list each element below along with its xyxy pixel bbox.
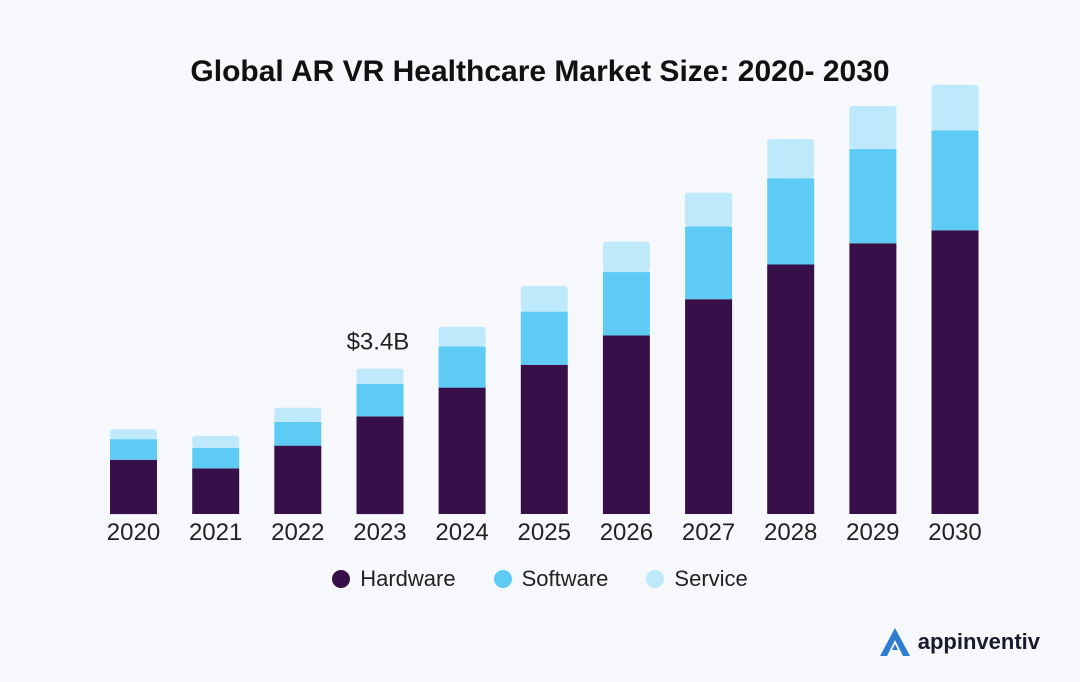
bar-service-2024 [438,326,486,347]
bar-software-2020 [110,439,157,460]
x-tick-label-2027: 2027 [682,519,735,546]
appinventiv-logo-icon [879,628,910,656]
legend-label-hardware: Hardware [360,566,456,591]
x-tick-label-2024: 2024 [435,519,488,546]
bar-software-2022 [274,421,322,446]
bar-service-2028 [767,139,815,179]
x-tick-label-2030: 2030 [928,519,981,546]
legend-item-hardware: Hardware [332,566,456,592]
bar-service-2022 [274,407,322,422]
legend-item-service: Service [646,566,748,592]
bar-hardware-2028 [767,264,815,514]
legend-swatch-service [646,570,665,588]
bar-hardware-2024 [438,387,486,514]
bar-hardware-2027 [685,299,733,514]
bar-hardware-2021 [192,468,240,514]
stacked-bar-chart: 2020 2021 2022 2023 $3.4B 2024 2025 2026 2027 202… [107,84,982,546]
x-tick-label-2025: 2025 [518,519,571,546]
bar-hardware-2029 [849,243,897,515]
bar-software-2029 [849,148,897,244]
legend-swatch-software [493,570,512,588]
legend: Hardware Software Service [0,566,1080,592]
bar-software-2024 [438,346,486,388]
bar-software-2023 [356,383,404,417]
bar-service-2023 [356,368,404,384]
bar-service-2029 [849,106,897,149]
x-tick-label-2026: 2026 [600,519,653,546]
bar-hardware-2020 [110,459,157,515]
bar-hardware-2030 [931,230,979,515]
chart-title: Global AR VR Healthcare Market Size: 202… [190,55,890,88]
x-tick-label-2023: 2023 [353,519,406,546]
bar-software-2030 [931,130,979,231]
bar-service-2021 [192,435,240,448]
bar-service-2026 [602,241,650,273]
bar-hardware-2026 [602,335,650,514]
annotation-2023: $3.4B [347,329,410,356]
legend-item-software: Software [493,566,609,592]
brand-name: appinventiv [917,629,1040,654]
brand-logo: appinventiv [878,626,1040,658]
bar-hardware-2022 [274,445,322,514]
x-tick-label-2020: 2020 [107,519,160,546]
bar-software-2027 [685,226,733,300]
bar-software-2025 [520,311,568,365]
x-tick-label-2021: 2021 [189,519,242,546]
legend-label-service: Service [674,566,748,591]
legend-label-software: Software [521,566,609,591]
bar-service-2030 [931,84,979,131]
bar-software-2021 [192,447,240,469]
bar-hardware-2025 [520,364,568,514]
x-tick-label-2028: 2028 [764,519,817,546]
x-tick-label-2022: 2022 [271,519,324,546]
legend-swatch-hardware [332,570,351,588]
bar-software-2028 [767,178,815,265]
bar-service-2020 [110,429,157,440]
bar-service-2025 [520,286,568,312]
bar-service-2027 [685,192,733,227]
bar-hardware-2023 [356,416,404,515]
x-tick-label-2029: 2029 [846,519,899,546]
bar-software-2026 [602,272,650,336]
